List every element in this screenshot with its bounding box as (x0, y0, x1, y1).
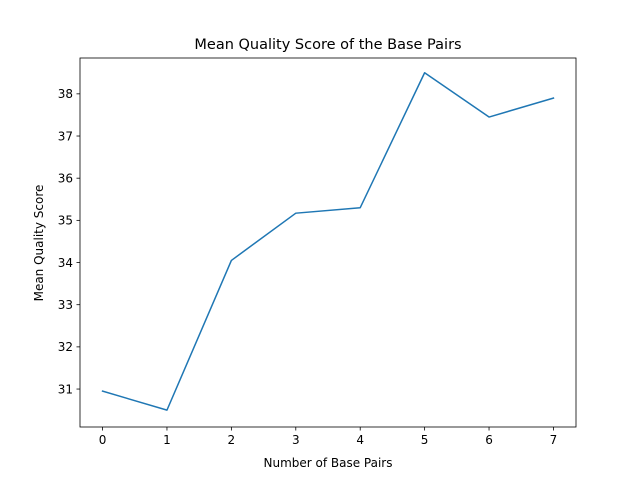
x-tick-label: 5 (421, 433, 429, 447)
y-tick-label: 34 (58, 256, 73, 270)
plot-frame (79, 57, 577, 428)
y-tick-label: 32 (58, 340, 73, 354)
y-tick-label: 35 (58, 214, 73, 228)
x-tick-label: 7 (550, 433, 558, 447)
x-tick-label: 6 (485, 433, 493, 447)
x-axis-label: Number of Base Pairs (263, 456, 392, 470)
series-layer (101, 72, 555, 411)
x-axis: 0 1 2 3 4 5 6 7 (99, 427, 558, 447)
y-tick-label: 37 (58, 129, 73, 143)
y-tick-label: 31 (58, 382, 73, 396)
series-line-0 (101, 72, 555, 411)
x-tick-label: 4 (356, 433, 364, 447)
x-tick-label: 1 (163, 433, 171, 447)
y-tick-label: 38 (58, 87, 73, 101)
x-tick-label: 0 (99, 433, 107, 447)
y-axis: 31 32 33 34 35 36 37 38 (58, 87, 80, 396)
y-tick-label: 36 (58, 171, 73, 185)
y-tick-label: 33 (58, 298, 73, 312)
x-tick-label: 3 (292, 433, 300, 447)
y-axis-label: Mean Quality Score (32, 185, 46, 302)
chart-title: Mean Quality Score of the Base Pairs (194, 37, 461, 53)
x-tick-label: 2 (228, 433, 236, 447)
